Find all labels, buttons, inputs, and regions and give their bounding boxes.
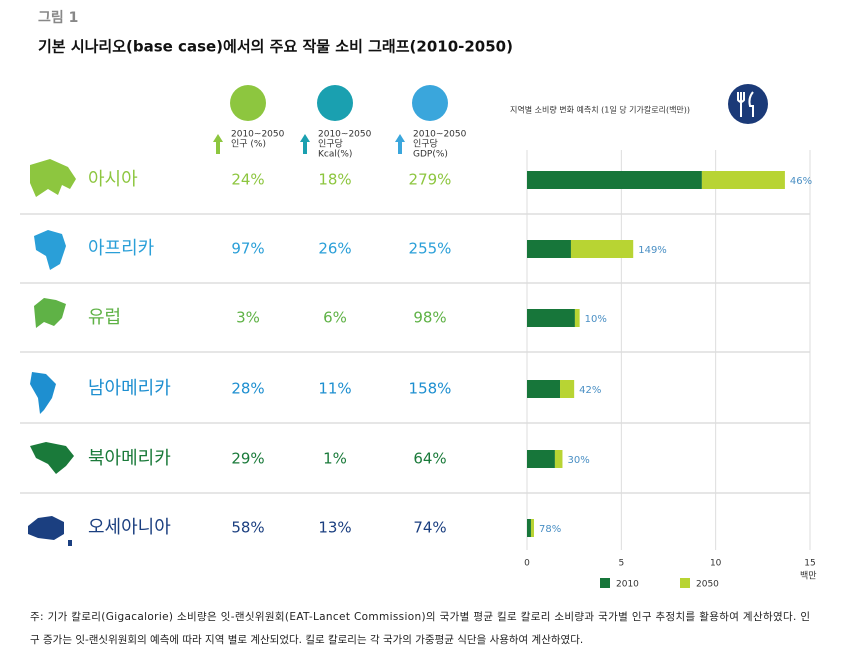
bar-segment [560,380,575,398]
region-name: 북아메리카 [88,448,171,469]
column-icon [317,85,353,121]
value-label: 46% [790,176,812,187]
bar-segment [530,519,534,537]
row-value: 255% [409,240,452,258]
continent-icon [30,442,74,474]
continent-icon [34,298,66,328]
bar-segment [527,309,575,327]
column-header: 인구당 [413,139,438,150]
row-value: 13% [318,519,351,537]
row-value: 74% [413,519,446,537]
legend-label: 2050 [696,580,719,590]
chart-title: 지역별 소비량 변화 예측치 (1일 당 기가칼로리(백만)) [510,105,690,115]
bar-segment [570,240,634,258]
row-value: 58% [231,519,264,537]
figure-title: 기본 시나리오(base case)에서의 주요 작물 소비 그래프(2010-… [38,38,513,56]
continent-icon [30,372,56,414]
continent-icon [30,159,76,197]
legend-label: 2010 [616,580,639,590]
legend-swatch [680,578,690,588]
row-value: 24% [231,171,264,189]
region-name: 오세아니아 [88,517,171,538]
row-value: 28% [231,380,264,398]
up-arrow [300,134,310,154]
footnote: 구 증가는 잇-랜싯위원회의 예측에 따라 지역 별로 계산되었다. 킬로 칼로… [30,633,583,646]
row-value: 98% [413,309,446,327]
bar-segment [554,450,563,468]
region-name: 남아메리카 [88,378,171,399]
utensils-icon [728,84,768,124]
bar-segment [527,171,702,189]
legend-swatch [600,578,610,588]
up-arrow [395,134,405,154]
x-axis-label: 백만 [800,571,817,582]
up-arrow [213,134,223,154]
value-label: 42% [579,385,601,396]
row-value: 6% [323,309,347,327]
bar-segment [527,519,531,537]
column-header: 인구당 [318,139,343,150]
x-tick-label: 5 [618,559,624,569]
column-header: 2010~2050 [231,130,285,140]
x-tick-label: 0 [524,559,530,569]
column-icon [230,85,266,121]
column-header: 2010~2050 [318,130,372,140]
row-value: 3% [236,309,260,327]
continent-icon [28,516,72,546]
row-value: 279% [409,171,452,189]
value-label: 10% [585,314,607,325]
bar-segment [527,450,555,468]
bar-segment [527,240,571,258]
footnote: 주: 기가 칼로리(Gigacalorie) 소비량은 잇-랜싯위원회(EAT-… [30,610,810,623]
row-value: 97% [231,240,264,258]
row-value: 26% [318,240,351,258]
row-value: 11% [318,380,351,398]
region-name: 아프리카 [88,238,154,259]
bar-segment [574,309,580,327]
column-header: 인구 (%) [231,139,266,150]
value-label: 30% [567,455,589,466]
row-value: 158% [409,380,452,398]
bar-segment [701,171,785,189]
row-value: 64% [413,450,446,468]
column-header: GDP(%) [413,150,448,160]
figure-label: 그림 1 [38,10,78,26]
region-name: 아시아 [88,169,138,190]
row-value: 29% [231,450,264,468]
x-tick-label: 10 [710,559,722,569]
region-name: 유럽 [88,307,121,328]
row-value: 1% [323,450,347,468]
column-header: 2010~2050 [413,130,467,140]
column-header: Kcal(%) [318,150,352,160]
x-tick-label: 15 [804,559,815,569]
bar-segment [527,380,561,398]
value-label: 78% [539,524,561,535]
row-value: 18% [318,171,351,189]
continent-icon [34,230,66,270]
column-icon [412,85,448,121]
value-label: 149% [638,245,667,256]
